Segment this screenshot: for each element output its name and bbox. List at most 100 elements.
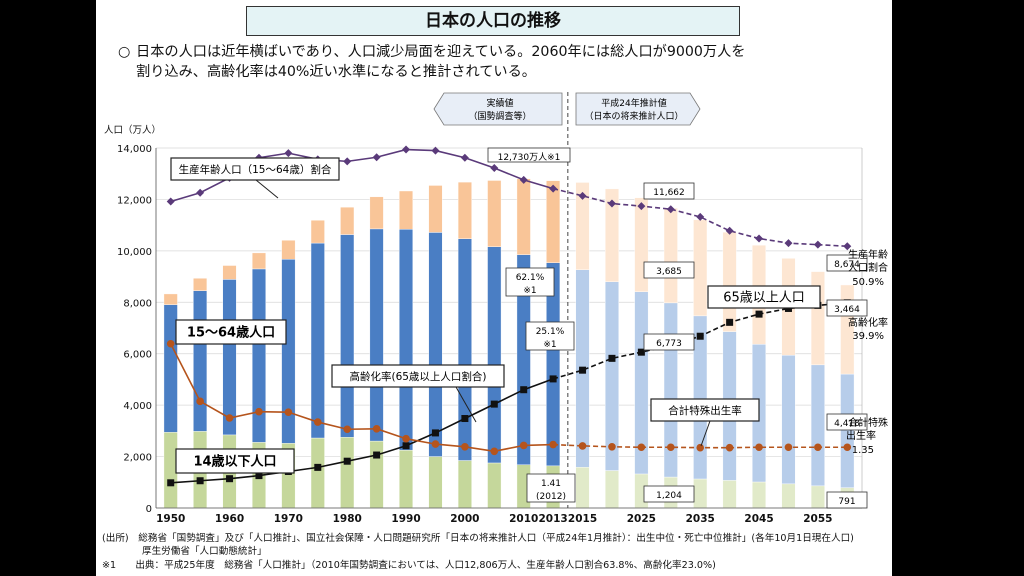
summary-line-1: 日本の人口は近年横ばいであり、人口減少局面を迎えている。2060年には総人口が9…	[136, 44, 746, 60]
bar-elderly	[163, 293, 178, 305]
right-value-aging: 39.9%	[852, 331, 884, 342]
aging-rate-point	[520, 386, 528, 394]
label-tfr-box	[650, 398, 760, 422]
bar-elderly	[546, 180, 561, 263]
summary-line-2: 割り込み、高齢化率は40%近い水準になると推計されている。	[136, 64, 536, 80]
actual-phase-sublabel: （国勢調査等）	[468, 110, 531, 122]
y-tick-label: 6,000	[123, 350, 152, 361]
bar-elderly	[251, 252, 266, 270]
callout-aging-2013-note: ※1	[543, 340, 556, 350]
slide: 日本の人口の推移 ○ 日本の人口は近年横ばいであり、人口減少局面を迎えている。20…	[96, 0, 892, 576]
bar-working	[457, 238, 472, 461]
aging-rate-point	[255, 472, 263, 480]
working-ratio-point	[196, 188, 205, 197]
callout-aging-2013-box	[525, 321, 575, 351]
aging-rate-point	[696, 332, 704, 340]
projection-phase-arrow	[575, 92, 701, 126]
tfr-point	[666, 443, 675, 452]
aging-rate-point	[490, 400, 498, 408]
bar-young	[310, 437, 325, 509]
working-ratio-point	[549, 184, 558, 193]
bar-elderly	[428, 185, 443, 233]
label-young-pop-box	[175, 448, 295, 474]
callout-total-2060-box	[643, 182, 695, 200]
right-label-working-ratio-2: 人口割合	[848, 261, 888, 274]
tfr-point	[313, 418, 322, 426]
x-tick-label: 2055	[803, 513, 832, 525]
tfr-point	[755, 443, 763, 452]
summary-text: ○ 日本の人口は近年横ばいであり、人口減少局面を迎えている。2060年には総人口が…	[118, 42, 892, 82]
bar-elderly	[193, 278, 208, 291]
source-line-1: (出所) 総務省「国勢調査」及び「人口推計」、国立社会保障・人口問題研究所「日本…	[102, 533, 854, 544]
label-working-pop: 15～64歳人口	[187, 325, 275, 341]
aging-rate-point	[579, 366, 587, 374]
tfr-point	[343, 425, 352, 434]
aging-rate-point	[461, 415, 469, 423]
working-ratio-point	[755, 234, 764, 243]
leader-aging-rate	[455, 386, 477, 423]
working-ratio-point	[343, 157, 352, 166]
aging-rate-point	[196, 477, 204, 485]
bar-elderly	[693, 219, 708, 317]
working-ratio-point	[607, 199, 616, 208]
callout-elderly-right-box	[826, 299, 868, 317]
working-ratio-point	[372, 153, 381, 162]
callout-working-right-box	[826, 413, 868, 431]
bullet-icon: ○	[118, 44, 131, 60]
bar-young	[604, 470, 619, 509]
bar-working	[604, 281, 619, 471]
bar-elderly	[310, 220, 325, 244]
x-tick-label: 2013	[539, 513, 568, 525]
bar-working	[310, 242, 325, 439]
x-tick-label: 1990	[391, 513, 420, 525]
tfr-point	[637, 443, 646, 452]
callout-tfr-2013-box	[526, 473, 576, 503]
bar-elderly	[487, 180, 502, 247]
right-label-working-ratio: 生産年齢	[848, 248, 888, 261]
working-ratio-point	[725, 226, 734, 235]
aging-rate-point	[167, 479, 175, 487]
callout-elderly-2025: 3,685	[656, 267, 682, 277]
bar-elderly	[340, 206, 355, 235]
bar-working	[340, 234, 355, 438]
working-ratio-point	[578, 191, 587, 200]
x-tick-label: 2025	[627, 513, 656, 525]
aging-rate-point	[402, 442, 410, 450]
working-ratio-point	[696, 212, 705, 221]
tfr-point	[402, 434, 410, 443]
bar-young	[457, 460, 472, 509]
tfr-point	[725, 443, 734, 452]
bar-young	[575, 467, 590, 509]
page-title: 日本の人口の推移	[246, 6, 740, 36]
bar-working	[222, 279, 237, 436]
working-ratio-point	[784, 239, 793, 248]
label-elderly-pop: 65歳以上人口	[723, 291, 805, 306]
tfr-line-actual	[169, 343, 554, 453]
tfr-point	[372, 425, 381, 433]
source-line-3: ※1 出典：平成25年度 総務省「人口推計」（2010年国勢調査においては、人口…	[102, 560, 716, 571]
x-tick-label: 2015	[568, 513, 597, 525]
bar-working	[487, 246, 502, 464]
bar-working	[251, 268, 266, 443]
right-label-tfr-2: 出生率	[846, 429, 876, 442]
callout-working-ratio-2013-note: ※1	[523, 286, 536, 296]
working-ratio-point	[460, 153, 469, 162]
x-tick-label: 2035	[686, 513, 715, 525]
tfr-point	[166, 339, 175, 348]
label-aging-rate: 高齢化率(65歳以上人口割合)	[349, 370, 486, 383]
population-chart: 0 2,000 4,000 6,000 8,000 10,000 12,000 14,000 人…	[104, 92, 888, 525]
bar-elderly	[604, 188, 619, 282]
working-ratio-point	[490, 164, 499, 173]
bar-working	[399, 229, 414, 451]
bar-elderly	[663, 207, 678, 304]
working-ratio-point	[519, 175, 528, 184]
tfr-point	[814, 443, 822, 452]
bar-elderly	[516, 178, 531, 255]
y-tick-label: 12,000	[117, 195, 152, 206]
bar-young	[722, 480, 737, 509]
tfr-point	[519, 441, 528, 450]
right-value-tfr: 1.35	[852, 445, 874, 456]
tfr-point	[196, 397, 204, 406]
bar-young	[693, 478, 708, 509]
callout-aging-2013: 25.1%	[536, 327, 565, 337]
